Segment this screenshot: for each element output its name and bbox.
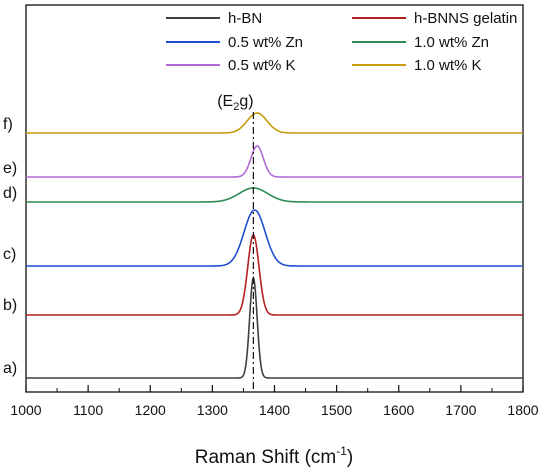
panel-labels: a) b) c) d) e) f)	[3, 116, 17, 377]
series-line-2	[26, 233, 523, 316]
panel-label-2: b)	[3, 297, 17, 314]
x-axis-title-text: Raman Shift (cm	[195, 447, 336, 468]
series-line-3	[26, 209, 523, 267]
panel-label-5: e)	[3, 160, 17, 177]
legend-label-6: 1.0 wt% K	[414, 57, 482, 74]
x-tick-label: 1100	[73, 402, 103, 418]
x-tick-label: 1600	[383, 402, 414, 418]
series-line-5	[26, 145, 523, 178]
panel-label-3: c)	[3, 246, 16, 263]
x-tick-label: 1500	[321, 402, 352, 418]
series-line-1	[26, 276, 523, 379]
panel-label-6: f)	[3, 116, 13, 133]
panel-label-1: a)	[3, 360, 17, 377]
x-tick-label: 1300	[197, 402, 228, 418]
x-tick-label: 1000	[10, 402, 41, 418]
x-tick-label: 1800	[507, 402, 538, 418]
legend-label-1: h-BN	[228, 10, 262, 27]
legend-label-2: h-BNNS gelatin	[414, 10, 517, 27]
x-tick-label: 1200	[135, 402, 166, 418]
series-layer	[26, 112, 523, 379]
legend: h-BN h-BNNS gelatin 0.5 wt% Zn 1.0 wt% Zn 0.…	[166, 10, 517, 74]
annotation-suffix: g)	[239, 93, 253, 110]
annotation-prefix: (E	[217, 93, 233, 110]
x-axis-ticks: 1000 1100 1200 1300 1400 1500 1600 1700 1800	[10, 385, 539, 418]
x-axis-title-close: )	[347, 447, 353, 468]
series-line-4	[26, 187, 523, 203]
e2g-annotation: (E2g)	[217, 93, 253, 113]
legend-label-5: 0.5 wt% K	[228, 57, 296, 74]
x-tick-label: 1400	[259, 402, 290, 418]
panel-label-4: d)	[3, 185, 17, 202]
x-axis-title-sup: -1	[336, 444, 347, 458]
series-line-6	[26, 112, 523, 134]
legend-label-3: 0.5 wt% Zn	[228, 34, 303, 51]
legend-label-4: 1.0 wt% Zn	[414, 34, 489, 51]
x-axis-title: Raman Shift (cm-1)	[195, 444, 353, 468]
annotation-subscript: 2	[233, 101, 239, 113]
x-tick-label: 1700	[445, 402, 476, 418]
